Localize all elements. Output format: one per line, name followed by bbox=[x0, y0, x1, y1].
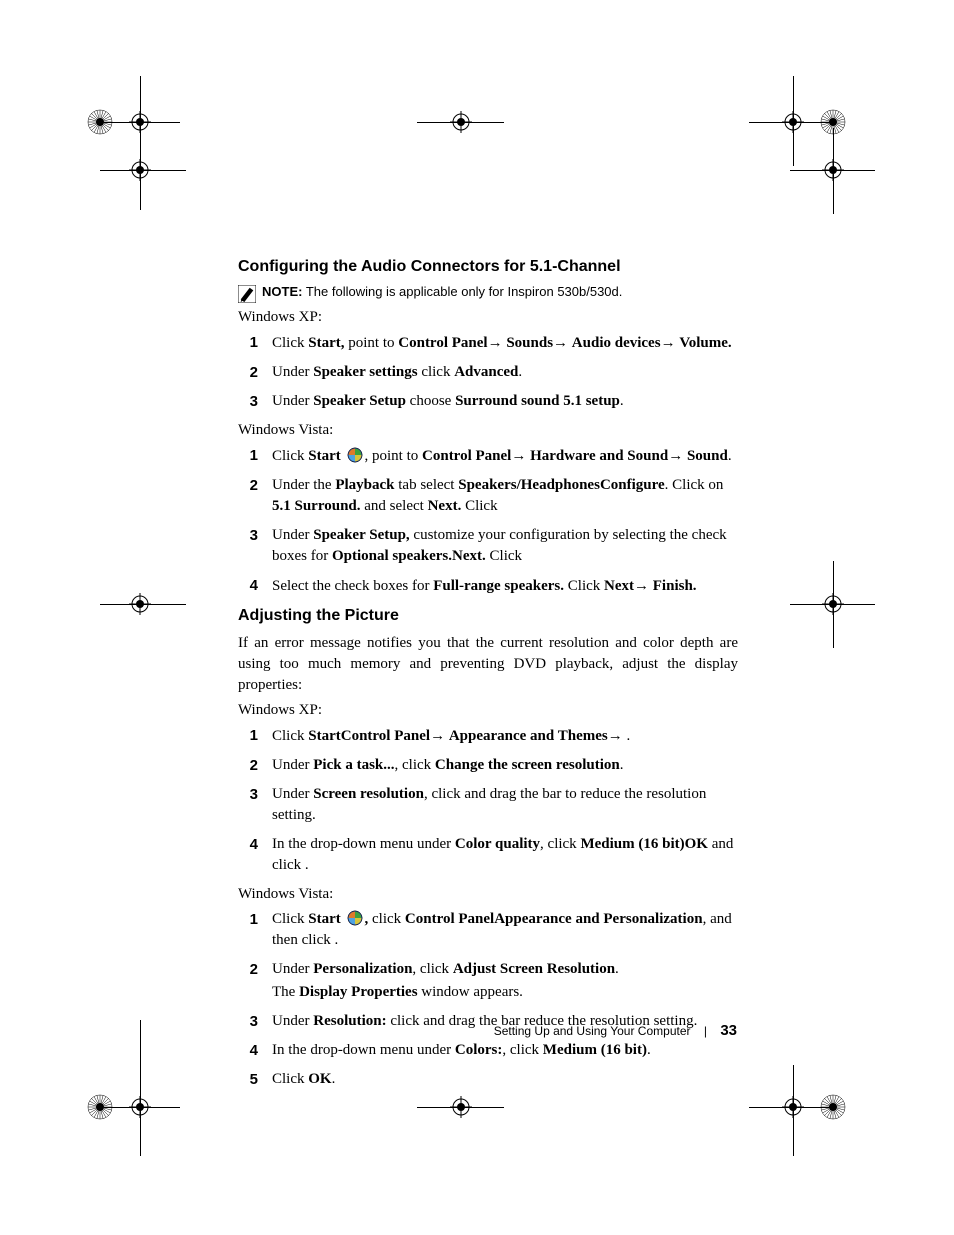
step-item: Under the Playback tab select Speakers/H… bbox=[238, 475, 738, 517]
crop-line bbox=[104, 122, 180, 123]
crop-line bbox=[140, 76, 141, 210]
step-item: In the drop-down menu under Color qualit… bbox=[238, 834, 738, 876]
heading-picture: Adjusting the Picture bbox=[238, 607, 738, 625]
note-label: NOTE: bbox=[262, 284, 302, 299]
crop-line bbox=[104, 1107, 180, 1108]
xp-label-1: Windows XP: bbox=[238, 307, 738, 328]
page-number: 33 bbox=[720, 1022, 737, 1039]
step-item: Under Speaker Setup choose Surround soun… bbox=[238, 391, 738, 412]
note-row: NOTE: The following is applicable only f… bbox=[238, 284, 738, 303]
step-item: Under Speaker settings click Advanced. bbox=[238, 362, 738, 383]
note-icon bbox=[238, 285, 256, 303]
xp-steps-1: Click Start, point to Control Panel→ Sou… bbox=[238, 332, 738, 412]
crop-line bbox=[749, 1107, 830, 1108]
crop-line bbox=[790, 604, 875, 605]
step-item: Click Start , point to Control Panel→ Ha… bbox=[238, 445, 738, 467]
vista-steps-1: Click Start , point to Control Panel→ Ha… bbox=[238, 445, 738, 597]
step-subtext: The Display Properties window appears. bbox=[272, 982, 738, 1003]
step-item: Under Personalization, click Adjust Scre… bbox=[238, 959, 738, 1003]
page-footer: Setting Up and Using Your Computer | 33 bbox=[494, 1022, 737, 1039]
page: Configuring the Audio Connectors for 5.1… bbox=[0, 0, 954, 1235]
vista-label-1: Windows Vista: bbox=[238, 420, 738, 441]
footer-text: Setting Up and Using Your Computer bbox=[494, 1024, 691, 1038]
step-item: In the drop-down menu under Colors:, cli… bbox=[238, 1040, 738, 1061]
xp-steps-2: Click StartControl Panel→ Appearance and… bbox=[238, 725, 738, 876]
note-text: NOTE: The following is applicable only f… bbox=[262, 284, 622, 301]
footer-separator: | bbox=[704, 1024, 707, 1038]
intro-text: If an error message notifies you that th… bbox=[238, 633, 738, 696]
step-item: Under Screen resolution, click and drag … bbox=[238, 784, 738, 826]
crop-line bbox=[417, 122, 504, 123]
step-item: Under Speaker Setup, customize your conf… bbox=[238, 525, 738, 567]
crop-line bbox=[417, 1107, 504, 1108]
xp-label-2: Windows XP: bbox=[238, 700, 738, 721]
crop-line bbox=[793, 1065, 794, 1156]
step-item: Click Start, point to Control Panel→ Sou… bbox=[238, 332, 738, 354]
step-item: Under Pick a task..., click Change the s… bbox=[238, 755, 738, 776]
step-item: Click StartControl Panel→ Appearance and… bbox=[238, 725, 738, 747]
crop-line bbox=[140, 1020, 141, 1156]
vista-label-2: Windows Vista: bbox=[238, 884, 738, 905]
heading-audio: Configuring the Audio Connectors for 5.1… bbox=[238, 258, 738, 276]
step-item: Click OK. bbox=[238, 1069, 738, 1090]
note-body: The following is applicable only for Ins… bbox=[306, 284, 623, 299]
step-item: Click Start , click Control PanelAppeara… bbox=[238, 909, 738, 951]
crop-line bbox=[749, 122, 830, 123]
crop-line bbox=[100, 604, 186, 605]
crop-line bbox=[100, 170, 186, 171]
vista-steps-2: Click Start , click Control PanelAppeara… bbox=[238, 909, 738, 1090]
crop-line bbox=[793, 76, 794, 166]
crop-line bbox=[833, 128, 834, 214]
crop-line bbox=[790, 170, 875, 171]
content-area: Configuring the Audio Connectors for 5.1… bbox=[238, 258, 738, 1098]
step-item: Select the check boxes for Full-range sp… bbox=[238, 575, 738, 597]
